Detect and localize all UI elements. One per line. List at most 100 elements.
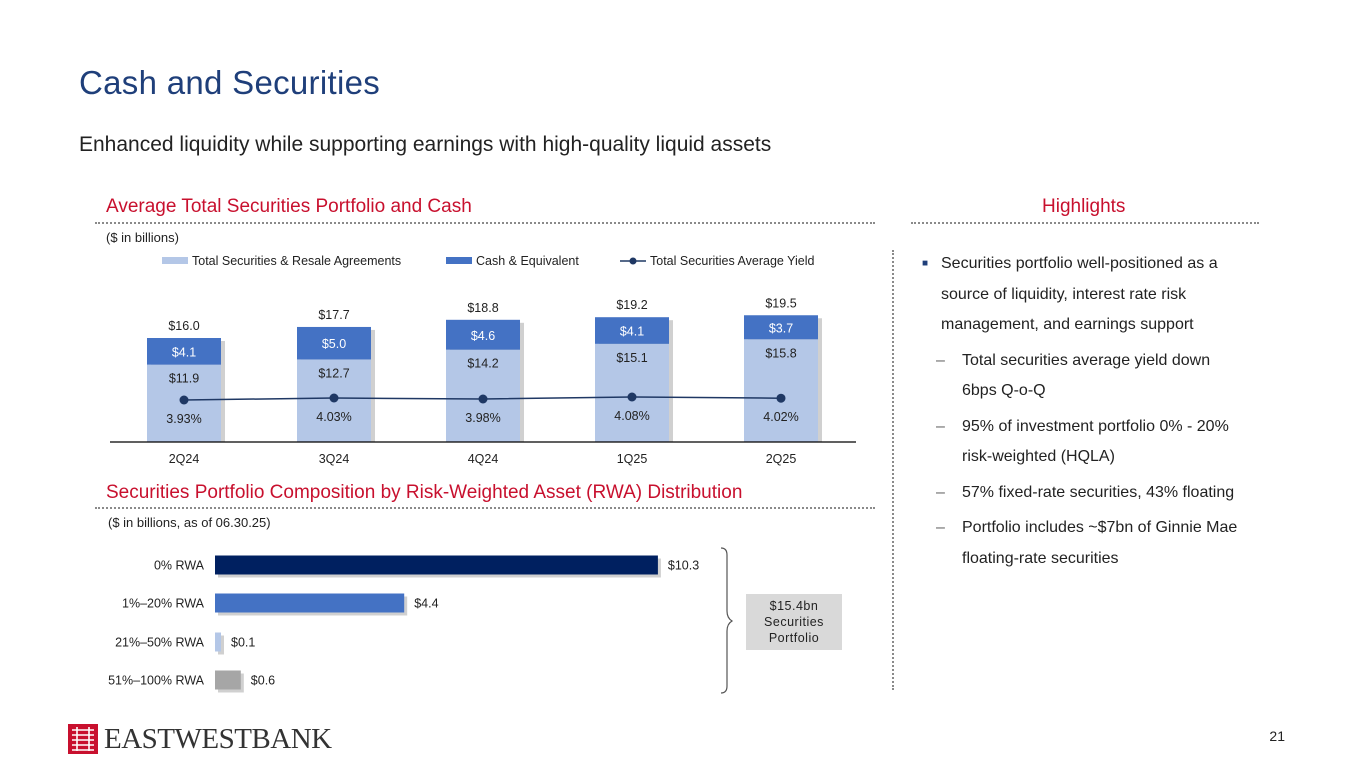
highlight-sub-bullet: – Total securities average yield down 6b… <box>936 346 1271 407</box>
callout-line: Securities <box>764 615 824 629</box>
section-divider <box>911 222 1259 224</box>
bar-securities-label: $15.1 <box>616 351 647 365</box>
highlights-title: Highlights <box>1042 196 1126 217</box>
bar-cash <box>297 326 371 360</box>
bar-securities-label: $12.7 <box>318 366 349 380</box>
bar-cash <box>595 317 669 344</box>
highlight-line: risk-weighted (HQLA) <box>962 448 1115 465</box>
highlight-sub-bullet: – Portfolio includes ~$7bn of Ginnie Mae… <box>936 513 1271 574</box>
bar-securities-label: $14.2 <box>467 357 498 371</box>
highlight-line: Portfolio includes ~$7bn of Ginnie Mae <box>962 519 1238 536</box>
brace-icon <box>720 547 734 694</box>
units-note: ($ in billions) <box>106 230 179 245</box>
bar-total-label: $19.5 <box>765 296 796 310</box>
stacked-bar-chart: Total Securities & Resale Agreements Cash… <box>110 254 856 466</box>
east-west-bank-logo-icon <box>68 724 98 754</box>
yield-point <box>627 392 637 402</box>
rwa-bars-group: 0% RWA $10.3 1%–20% RWA $4.4 21%–50% RWA $0.1… <box>108 555 699 693</box>
section-divider <box>95 507 875 509</box>
callout-line: $15.4bn <box>769 599 819 613</box>
legend-label: Total Securities Average Yield <box>650 254 815 268</box>
x-tick-label: 2Q24 <box>169 452 200 466</box>
brand-name: EASTWESTBANK <box>104 723 332 755</box>
rwa-value-label: $4.4 <box>414 597 438 611</box>
bar-total-label: $18.8 <box>467 301 498 315</box>
rwa-bar <box>215 593 405 613</box>
bar-cash-label: $4.6 <box>471 329 495 343</box>
rwa-category-label: 0% RWA <box>154 559 205 573</box>
highlight-line: Securities portfolio well-positioned as … <box>941 255 1218 272</box>
portfolio-total-callout: $15.4bn Securities Portfolio <box>746 594 842 650</box>
dash-bullet-icon: – <box>936 519 945 536</box>
bar-securities-label: $11.9 <box>169 372 199 386</box>
legend-label: Total Securities & Resale Agreements <box>192 254 401 268</box>
bar-total-label: $16.0 <box>168 319 199 333</box>
rwa-bar-chart: 0% RWA $10.3 1%–20% RWA $4.4 21%–50% RWA $0.1… <box>108 547 734 694</box>
highlight-sub-bullet: – 95% of investment portfolio 0% - 20% r… <box>936 412 1271 473</box>
x-tick-label: 2Q25 <box>766 452 797 466</box>
bar-cash-label: $4.1 <box>620 325 644 339</box>
rwa-category-label: 51%–100% RWA <box>108 674 205 688</box>
bar-cash-label: $5.0 <box>322 337 346 351</box>
bar-securities-label: $15.8 <box>765 346 796 360</box>
page-number: 21 <box>1269 728 1285 744</box>
yield-label: 3.93% <box>166 412 201 426</box>
legend-swatch <box>162 257 188 264</box>
yield-label: 3.98% <box>465 411 500 425</box>
rwa-value-label: $0.6 <box>251 674 275 688</box>
chart-legend: Total Securities & Resale Agreements Cash… <box>162 254 815 268</box>
rwa-category-label: 1%–20% RWA <box>122 597 205 611</box>
bar-cash <box>744 315 818 340</box>
bar-total-label: $19.2 <box>616 298 647 312</box>
rwa-bar <box>215 632 221 652</box>
bar-cash <box>147 338 221 365</box>
bar-cash <box>446 319 520 350</box>
rwa-bar <box>215 670 241 690</box>
yield-label: 4.03% <box>316 410 351 424</box>
section-divider <box>95 222 875 224</box>
rwa-value-label: $10.3 <box>668 559 699 573</box>
rwa-section-title: Securities Portfolio Composition by Risk… <box>106 482 743 503</box>
page-title: Cash and Securities <box>79 64 381 101</box>
yield-label: 4.08% <box>614 409 649 423</box>
yield-point <box>179 395 189 405</box>
highlight-line: 95% of investment portfolio 0% - 20% <box>962 417 1229 435</box>
yield-label: 4.02% <box>763 410 798 424</box>
highlight-line: 6bps Q-o-Q <box>962 382 1046 399</box>
highlight-line: source of liquidity, interest rate risk <box>941 285 1187 303</box>
highlights-list: ■ Securities portfolio well-positioned a… <box>922 249 1271 574</box>
highlight-line: Total securities average yield down <box>962 351 1211 369</box>
rwa-value-label: $0.1 <box>231 636 255 650</box>
highlight-line: floating-rate securities <box>962 549 1119 567</box>
highlight-line: management, and earnings support <box>941 316 1194 333</box>
legend-label: Cash & Equivalent <box>476 254 579 268</box>
yield-point <box>329 393 339 403</box>
callout-line: Portfolio <box>768 631 820 645</box>
bar-securities <box>744 339 818 442</box>
x-tick-label: 1Q25 <box>617 452 648 466</box>
square-bullet-icon: ■ <box>922 258 929 269</box>
rwa-bar <box>215 555 658 575</box>
highlight-line: 57% fixed-rate securities, 43% floating <box>962 483 1235 501</box>
legend-marker <box>629 257 637 265</box>
bars-group: $11.9 $4.1 $16.0 $12.7 $5.0 $17.7 $14.2 $4.6 $18… <box>147 296 822 442</box>
bar-cash-label: $3.7 <box>769 321 793 335</box>
rwa-category-label: 21%–50% RWA <box>115 636 205 650</box>
highlight-sub-bullet: – 57% fixed-rate securities, 43% floatin… <box>936 478 1271 509</box>
yield-point <box>478 394 488 404</box>
bar-total-label: $17.7 <box>318 308 349 322</box>
dash-bullet-icon: – <box>936 351 945 369</box>
rwa-units-note: ($ in billions, as of 06.30.25) <box>108 515 271 530</box>
legend-swatch <box>446 257 472 264</box>
bar-cash-label: $4.1 <box>172 345 196 359</box>
yield-point <box>776 393 786 403</box>
x-tick-label: 3Q24 <box>319 452 350 466</box>
highlight-main-bullet: ■ Securities portfolio well-positioned a… <box>922 249 1271 341</box>
page-subtitle: Enhanced liquidity while supporting earn… <box>79 133 772 156</box>
dash-bullet-icon: – <box>936 483 945 501</box>
x-axis-labels: 2Q24 3Q24 4Q24 1Q25 2Q25 <box>169 452 797 466</box>
x-tick-label: 4Q24 <box>468 452 499 466</box>
dash-bullet-icon: – <box>936 417 945 435</box>
securities-cash-section-title: Average Total Securities Portfolio and C… <box>106 196 472 217</box>
vertical-divider <box>892 250 894 690</box>
